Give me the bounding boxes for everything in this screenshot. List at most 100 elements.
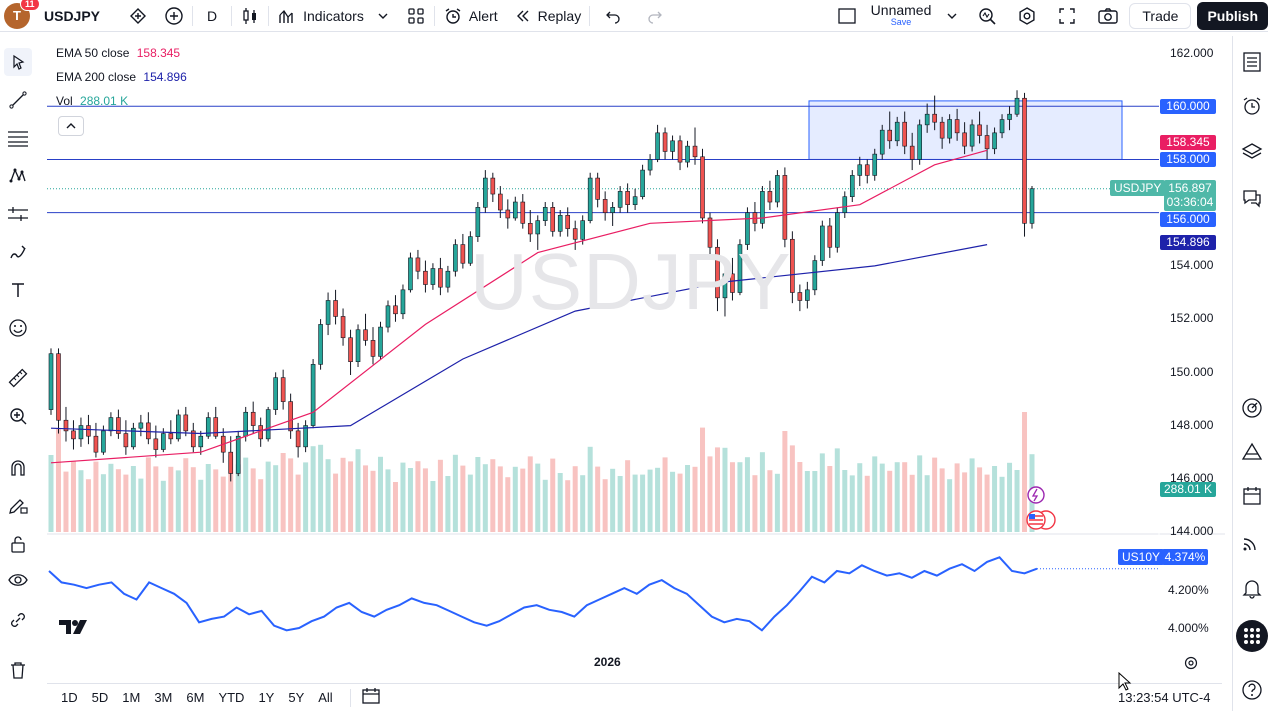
undo-button[interactable] [590, 0, 636, 32]
ideas-button[interactable] [1238, 438, 1266, 466]
measure-tool[interactable] [4, 364, 32, 392]
alert-button[interactable]: Alert [435, 0, 506, 32]
hide-drawings-tool[interactable] [4, 566, 32, 594]
link-tool[interactable] [4, 606, 32, 634]
replay-button[interactable]: Replay [506, 0, 590, 32]
candle-body [842, 196, 848, 213]
layout-button[interactable] [831, 0, 863, 32]
trade-button[interactable]: Trade [1129, 2, 1192, 29]
candle-body [393, 305, 398, 315]
volume-bar [505, 477, 511, 532]
trend-line-tool[interactable] [4, 86, 32, 114]
timeframe-1m[interactable]: 1M [122, 690, 141, 705]
legend-ema200[interactable]: EMA 200 close 154.896 [56, 70, 187, 84]
object-tree-button[interactable] [1238, 138, 1266, 166]
indicators-button[interactable]: Indicators [269, 0, 398, 32]
timeframe-list: 1D 5D 1M 3M 6M YTD 1Y 5Y All [54, 690, 340, 705]
volume-bar [729, 462, 735, 532]
timeframe-3m[interactable]: 3M [154, 690, 173, 705]
emoji-tool[interactable] [4, 314, 32, 342]
timeframe-1d[interactable]: 1D [61, 690, 78, 705]
timeframe-6m[interactable]: 6M [186, 690, 205, 705]
legend-collapse-button[interactable] [58, 116, 84, 136]
candle-body [625, 191, 630, 205]
pattern-tool[interactable] [4, 162, 32, 190]
timeframe-ytd[interactable]: YTD [218, 690, 245, 705]
symbol-search-button[interactable]: USDJPY [44, 7, 101, 24]
timeframe-1y[interactable]: 1Y [258, 690, 275, 705]
settings-button[interactable] [1007, 0, 1047, 32]
volume-bar [85, 479, 91, 532]
products-button[interactable] [1236, 620, 1268, 652]
horizontal-lines-icon [8, 131, 28, 147]
lock-drawings-tool[interactable] [4, 530, 32, 558]
candle-body [542, 207, 548, 221]
legend-ema50[interactable]: EMA 50 close 158.345 [56, 46, 180, 60]
templates-button[interactable] [398, 0, 434, 32]
screener-button[interactable] [1238, 394, 1266, 422]
price-chart[interactable] [47, 36, 1225, 684]
volume-bar [737, 462, 743, 532]
indicators-icon [279, 9, 293, 23]
snapshot-button[interactable] [1087, 0, 1129, 32]
calendar-button[interactable] [1238, 482, 1266, 510]
chart-type-button[interactable] [232, 0, 268, 32]
volume-bar [407, 468, 413, 532]
candle-body [797, 292, 803, 301]
divider [268, 5, 270, 26]
volume-bar [280, 453, 286, 532]
magnet-tool[interactable] [4, 454, 32, 482]
gear-icon [1019, 6, 1035, 25]
price-tick: 154.000 [1170, 258, 1214, 272]
candle-body [894, 121, 900, 142]
volume-bar [415, 461, 421, 532]
redo-button[interactable] [636, 0, 674, 32]
cursor-tool[interactable] [4, 48, 32, 76]
help-button[interactable] [1238, 676, 1266, 704]
alerts-button[interactable] [1238, 92, 1266, 120]
fullscreen-button[interactable] [1047, 0, 1087, 32]
chat-icon [1243, 190, 1261, 208]
calendar-range-icon [362, 688, 380, 704]
compare-symbol-button[interactable] [120, 0, 156, 32]
candle-body [954, 119, 960, 134]
timeframe-5d[interactable]: 5D [91, 690, 109, 705]
user-avatar[interactable]: T 11 [4, 0, 40, 29]
tradingview-logo[interactable] [58, 618, 90, 641]
volume-bar [348, 461, 354, 532]
notifications-button[interactable] [1238, 574, 1266, 602]
candle-body [86, 425, 91, 437]
diamond-plus-icon [130, 7, 146, 24]
volume-bar [452, 454, 458, 532]
volume-bar [610, 468, 616, 532]
candle-body [790, 238, 795, 293]
legend-volume[interactable]: Vol 288.01 K [56, 94, 128, 108]
streams-button[interactable] [1238, 528, 1266, 556]
interval-button[interactable]: D [207, 7, 218, 24]
layout-name-button[interactable]: Unnamed Save [863, 0, 968, 32]
clock-timezone[interactable]: 13:23:54 UTC-4 [1118, 690, 1211, 705]
zoom-in-icon [10, 408, 27, 425]
remove-drawings-tool[interactable] [4, 656, 32, 684]
watchlist-button[interactable] [1238, 48, 1266, 76]
candle-body [63, 419, 69, 432]
axis-settings-button[interactable] [1184, 656, 1198, 675]
volume-bar [887, 470, 893, 532]
add-symbol-button[interactable] [156, 0, 192, 32]
draw-lock-tool[interactable] [4, 492, 32, 520]
zoom-tool[interactable] [4, 402, 32, 430]
date-range-button[interactable] [361, 687, 381, 708]
brush-tool[interactable] [4, 238, 32, 266]
candle-body [700, 156, 705, 219]
volume-bar [917, 455, 923, 532]
quick-search-button[interactable] [967, 0, 1007, 32]
fib-tool[interactable] [4, 124, 32, 152]
publish-button[interactable]: Publish [1197, 1, 1268, 30]
timeframe-all[interactable]: All [318, 690, 333, 705]
forecast-tool[interactable] [4, 200, 32, 228]
text-tool[interactable] [4, 276, 32, 304]
bottom-toolbar: 1D 5D 1M 3M 6M YTD 1Y 5Y All [47, 683, 1222, 711]
timeframe-5y[interactable]: 5Y [288, 690, 305, 705]
volume-bar [722, 447, 728, 532]
chat-button[interactable] [1238, 184, 1266, 212]
